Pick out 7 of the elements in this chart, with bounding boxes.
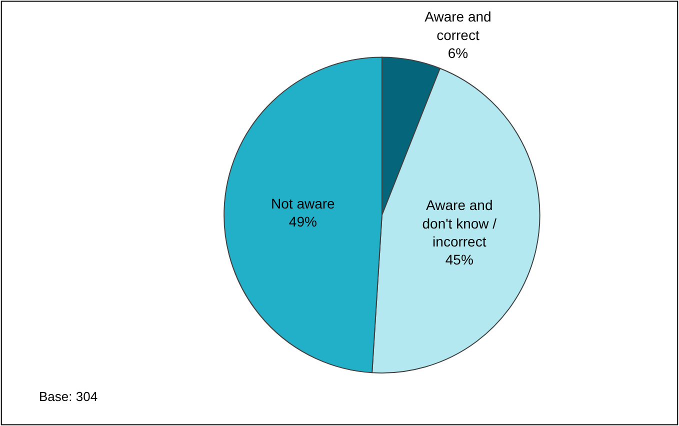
text: Base: 304 — [39, 389, 98, 404]
data-label: 6% — [448, 44, 468, 61]
data-label: 49% — [288, 214, 317, 230]
slice-label: Not aware — [271, 196, 336, 212]
data-label: 45% — [445, 252, 474, 268]
slice-label: Aware and don't know / incorrect — [422, 197, 497, 250]
slice-label: Aware and correct — [424, 8, 492, 43]
